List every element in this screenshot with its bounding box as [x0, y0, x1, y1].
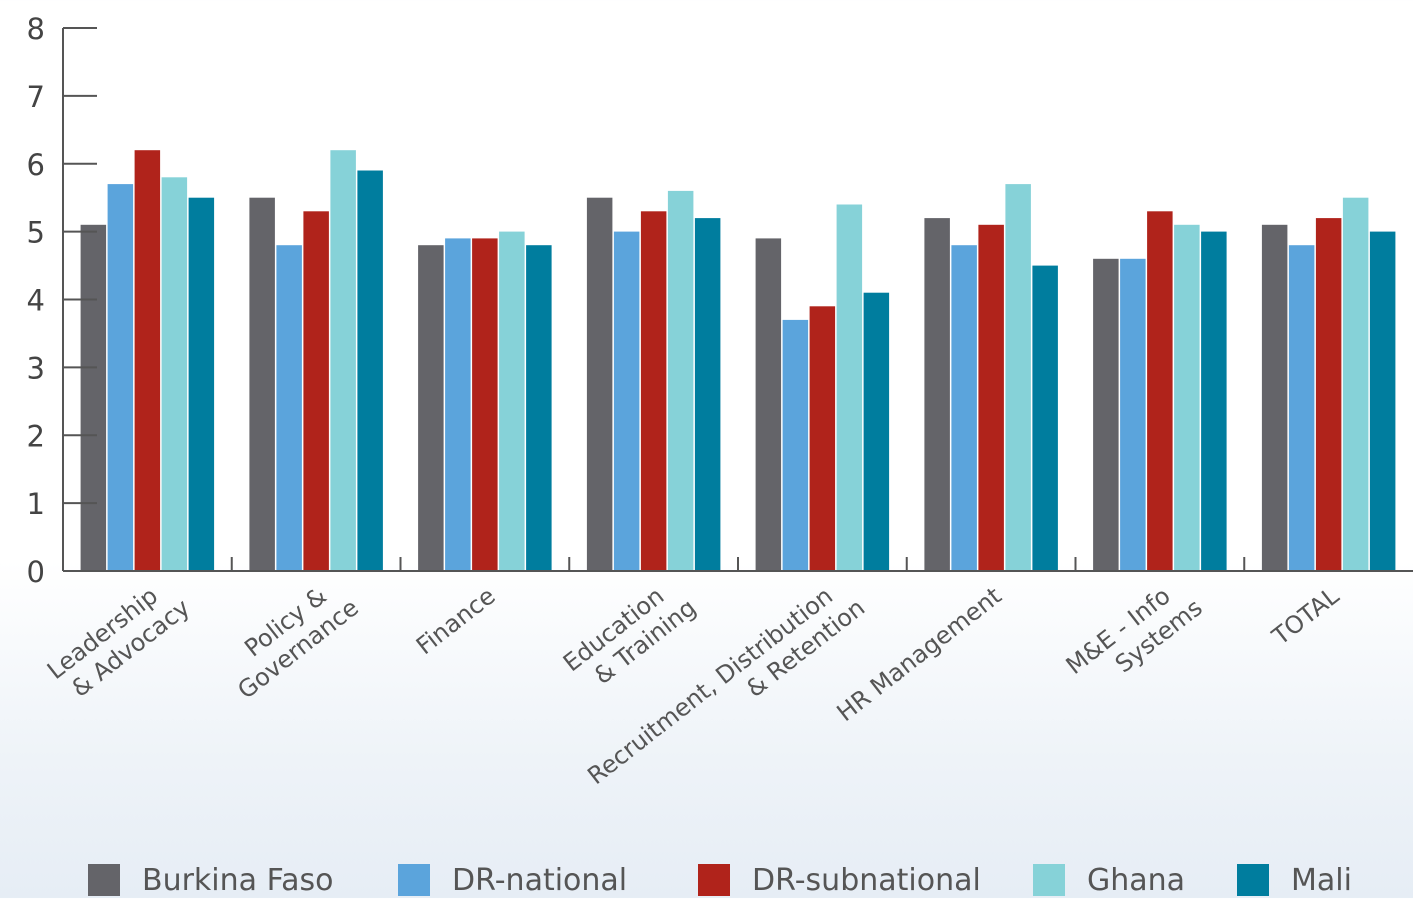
bar-dr-national-1 [107, 184, 134, 571]
x-tick-label-line: Finance [411, 582, 501, 661]
bar-dr-subnational-5 [809, 306, 836, 571]
legend: Burkina Faso DR-national DR-subnational … [0, 862, 1413, 898]
legend-swatch-burkina-faso [88, 864, 120, 896]
bar-dr-national-4 [613, 231, 640, 571]
bar-burkina-faso-2 [249, 197, 275, 571]
bar-ghana-3 [499, 231, 525, 571]
bar-ghana-8 [1342, 197, 1369, 571]
bar-dr-national-5 [782, 319, 809, 571]
bar-burkina-faso-5 [755, 238, 782, 571]
bar-dr-subnational-2 [303, 211, 329, 572]
legend-label-ghana: Ghana [1087, 862, 1186, 898]
y-tick-label-5: 5 [27, 216, 45, 250]
bar-mali-4 [694, 218, 721, 571]
bar-burkina-faso-6 [924, 218, 950, 571]
bar-mali-6 [1032, 265, 1058, 571]
legend-item-dr-national: DR-national [398, 862, 627, 898]
legend-label-mali: Mali [1291, 862, 1352, 898]
legend-swatch-dr-subnational [698, 864, 730, 896]
bar-dr-subnational-8 [1315, 218, 1342, 571]
bar-dr-subnational-7 [1147, 211, 1173, 572]
y-tick-label-6: 6 [27, 148, 45, 182]
bar-dr-national-2 [276, 245, 302, 571]
bar-dr-national-8 [1288, 245, 1315, 571]
x-tick-label-4: Education& Training [558, 571, 701, 701]
legend-item-dr-subnational: DR-subnational [698, 862, 981, 898]
bar-ghana-2 [330, 150, 356, 571]
y-tick-label-2: 2 [27, 419, 45, 453]
bar-dr-subnational-6 [978, 224, 1004, 572]
legend-item-mali: Mali [1237, 862, 1352, 898]
y-tick-label-0: 0 [27, 555, 45, 589]
bar-mali-8 [1369, 231, 1396, 571]
x-tick-label-7: M&E - InfoSystems [1061, 571, 1208, 703]
bar-burkina-faso-1 [80, 224, 107, 572]
bar-mali-7 [1201, 231, 1227, 571]
bars-group [80, 150, 1396, 572]
y-tick-label-1: 1 [27, 487, 45, 521]
legend-swatch-dr-national [398, 864, 430, 896]
y-tick-label-3: 3 [27, 351, 45, 385]
x-tick-label-line: TOTAL [1266, 581, 1345, 651]
bar-burkina-faso-4 [586, 197, 613, 571]
legend-swatch-mali [1237, 864, 1269, 896]
legend-item-burkina-faso: Burkina Faso [88, 862, 333, 898]
bar-ghana-6 [1005, 184, 1031, 571]
x-tick-label-1: Leadership& Advocacy [42, 571, 195, 708]
bar-dr-national-3 [445, 238, 471, 571]
bar-dr-subnational-3 [472, 238, 498, 571]
bar-mali-3 [526, 245, 552, 571]
bar-dr-subnational-4 [640, 211, 667, 572]
bar-mali-1 [188, 197, 215, 571]
bar-mali-5 [863, 292, 890, 571]
x-tick-label-2: Policy &Governance [215, 571, 364, 705]
bar-burkina-faso-3 [418, 245, 444, 571]
legend-label-burkina-faso: Burkina Faso [142, 862, 334, 898]
bar-burkina-faso-7 [1093, 258, 1119, 571]
bar-ghana-5 [836, 204, 863, 571]
legend-label-dr-subnational: DR-subnational [752, 862, 981, 898]
y-tick-label-8: 8 [27, 12, 45, 46]
y-tick-label-7: 7 [27, 80, 45, 114]
legend-label-dr-national: DR-national [452, 862, 628, 898]
bar-dr-national-7 [1120, 258, 1146, 571]
bar-ghana-1 [161, 177, 188, 572]
bar-mali-2 [357, 170, 383, 571]
bar-dr-national-6 [951, 245, 977, 571]
bar-ghana-7 [1174, 224, 1200, 572]
x-tick-label-8: TOTAL [1266, 581, 1345, 651]
y-tick-label-4: 4 [27, 284, 45, 318]
bar-dr-subnational-1 [134, 150, 161, 571]
legend-item-ghana: Ghana [1033, 862, 1185, 898]
x-tick-label-3: Finance [411, 582, 501, 661]
bar-burkina-faso-8 [1261, 224, 1288, 572]
bar-ghana-4 [667, 190, 694, 571]
legend-swatch-ghana [1033, 864, 1065, 896]
